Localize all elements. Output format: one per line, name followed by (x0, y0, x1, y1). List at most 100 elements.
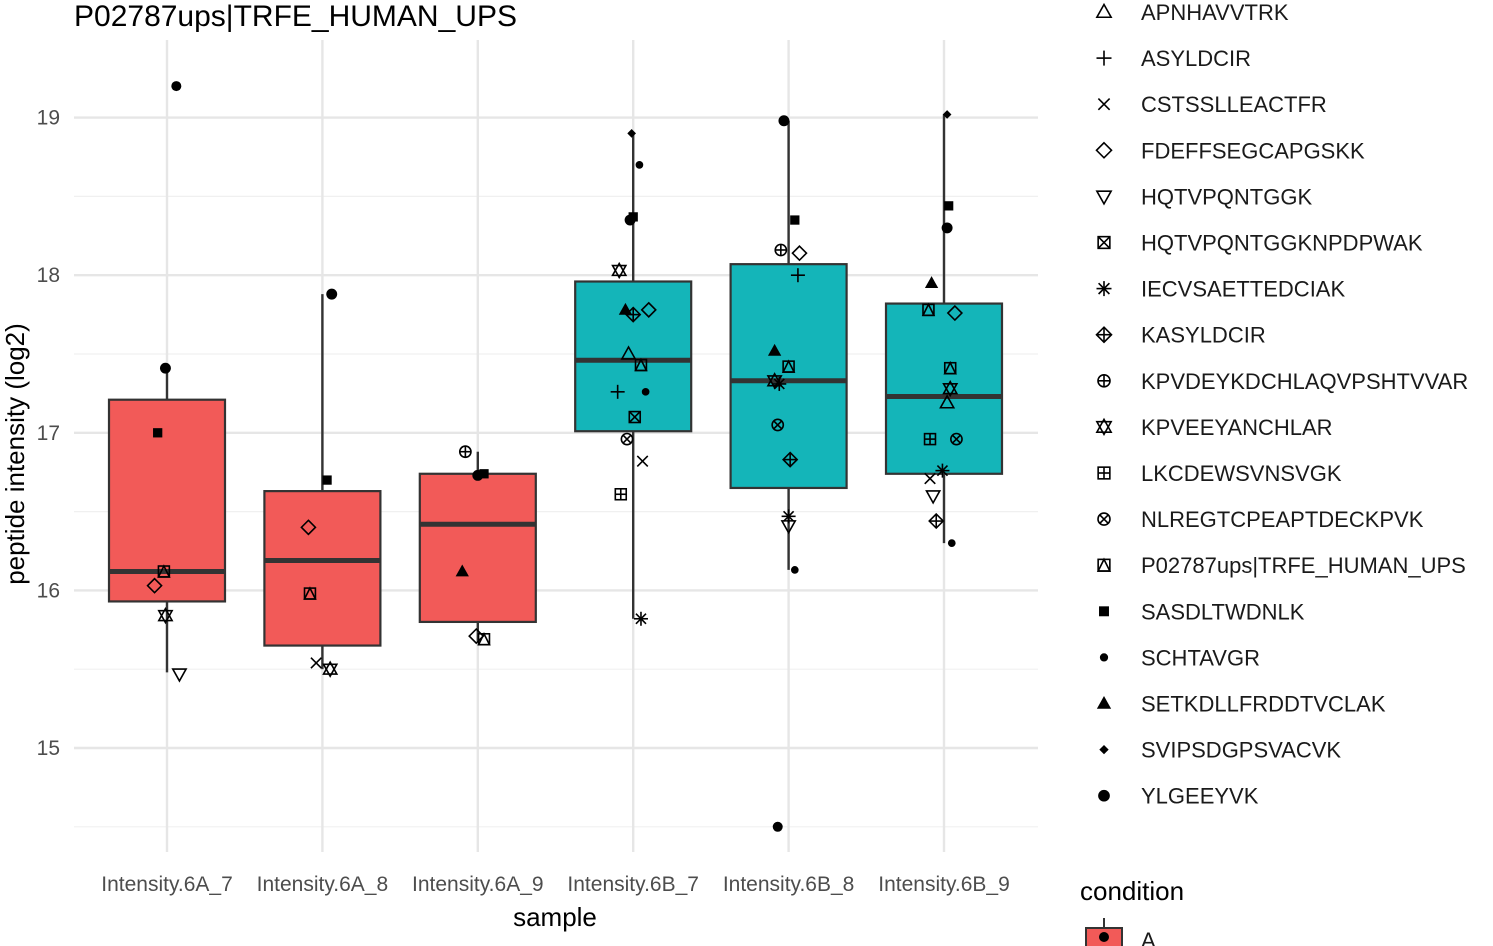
data-point (628, 410, 642, 424)
data-point (153, 428, 163, 438)
data-point (943, 360, 957, 375)
legend-item: CSTSSLLEACTFR (1097, 92, 1327, 117)
legend-item: LKCDEWSVNSVGK (1097, 461, 1342, 486)
legend-label: KPVEEYANCHLAR (1141, 415, 1333, 440)
y-tick-label: 19 (37, 107, 60, 130)
data-point (790, 215, 800, 225)
x-tick-label: Intensity.6B_9 (878, 873, 1010, 896)
box-Intensity.6A_8 (263, 294, 382, 670)
data-point (939, 394, 956, 409)
data-point (620, 432, 634, 446)
x-axis-title: sample (513, 902, 597, 932)
legend-label: YLGEEYVK (1141, 784, 1259, 809)
chart-title: P02787ups|TRFE_HUMAN_UPS (74, 0, 517, 33)
data-point (774, 243, 788, 257)
legend-key (1099, 653, 1109, 662)
legend-label: HQTVPQNTGGK (1141, 184, 1312, 209)
legend-label: SCHTAVGR (1141, 645, 1260, 670)
data-point (303, 586, 317, 600)
legend-label: IECVSAETTEDCIAK (1141, 277, 1345, 302)
box-body (263, 490, 382, 647)
data-point (935, 463, 950, 478)
data-point (171, 668, 188, 683)
data-point (640, 301, 657, 319)
data-point (458, 445, 472, 459)
legend-label: ASYLDCIR (1141, 46, 1251, 71)
data-point (625, 306, 642, 323)
data-point (790, 566, 799, 574)
data-point (477, 632, 491, 646)
legend-key (1097, 512, 1111, 526)
data-point (455, 564, 469, 577)
data-point (771, 418, 785, 432)
data-point (790, 268, 805, 283)
legend-key (1095, 190, 1113, 206)
data-point (635, 161, 644, 169)
data-point (780, 520, 797, 535)
legend-key (1096, 50, 1112, 66)
data-point (479, 469, 489, 479)
box-Intensity.6A_7 (107, 366, 227, 673)
data-point (610, 384, 625, 399)
data-point (772, 376, 787, 391)
data-point (146, 577, 163, 594)
legend-label: CSTSSLLEACTFR (1141, 92, 1327, 117)
data-point (782, 451, 799, 468)
outlier-point (171, 81, 182, 92)
condition-legend-item: A (1085, 918, 1156, 946)
box-body (418, 472, 537, 624)
data-point (472, 469, 484, 481)
legend-key (1097, 373, 1111, 388)
data-point (942, 110, 952, 119)
legend-key (1095, 326, 1113, 344)
box-Intensity.6B_8 (729, 120, 848, 570)
data-point (633, 611, 648, 626)
legend-item: HQTVPQNTGGK (1095, 184, 1312, 209)
legend-label: LKCDEWSVNSVGK (1141, 461, 1342, 486)
outlier-point (772, 821, 783, 832)
legend-item: KPVEEYANCHLAR (1095, 415, 1333, 440)
box-Intensity.6A_9 (418, 451, 537, 641)
box-Intensity.6B_7 (574, 133, 693, 619)
data-point (950, 432, 963, 446)
data-point (921, 302, 936, 317)
legend-item: ASYLDCIR (1096, 46, 1251, 71)
data-point (326, 288, 338, 300)
data-point (941, 222, 953, 234)
data-point (924, 276, 939, 288)
legend-label: APNHAVVTRK (1141, 0, 1289, 25)
legend-label: KASYLDCIR (1141, 323, 1266, 348)
box-body (729, 263, 848, 490)
legend-label: FDEFFSEGCAPGSKK (1141, 138, 1365, 163)
legend-label: P02787ups|TRFE_HUMAN_UPS (1141, 553, 1466, 578)
data-point (767, 343, 782, 356)
data-point (947, 539, 956, 547)
y-axis-ticks: 15 16 17 18 19 (37, 107, 60, 760)
legend-key (1099, 606, 1109, 617)
condition-legend: condition A (1080, 876, 1184, 946)
y-tick-label: 16 (37, 579, 60, 602)
data-point (636, 455, 649, 467)
data-point (634, 357, 648, 372)
data-point (322, 660, 339, 678)
legend-label: SETKDLLFRDDTVCLAK (1141, 692, 1386, 717)
box-Intensity.6B_9 (884, 114, 1004, 544)
legend-label: NLREGTCPEAPTDECKPVK (1141, 507, 1424, 532)
data-point (923, 432, 937, 446)
data-point (942, 380, 959, 398)
legend-item: YLGEEYVK (1098, 784, 1259, 809)
legend-key (1095, 2, 1113, 19)
legend-key (1095, 141, 1113, 159)
data-point (157, 564, 171, 578)
point-layer (146, 110, 964, 683)
legend-item: HQTVPQNTGGKNPDPWAK (1097, 231, 1423, 256)
data-point (778, 115, 790, 127)
x-tick-label: Intensity.6A_8 (257, 873, 389, 896)
legend-item: SETKDLLFRDDTVCLAK (1096, 692, 1386, 717)
data-point (300, 519, 317, 536)
data-point (627, 129, 636, 138)
box-body (884, 302, 1004, 475)
data-point (641, 387, 650, 396)
y-tick-label: 15 (37, 737, 60, 760)
